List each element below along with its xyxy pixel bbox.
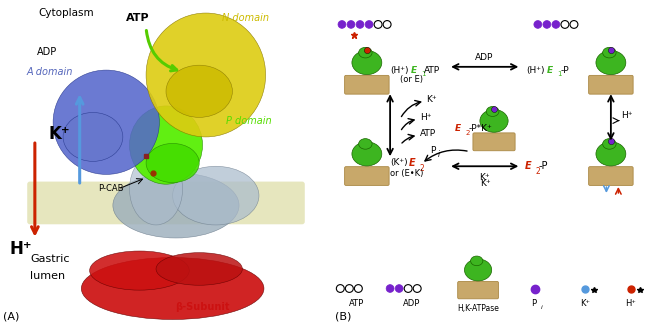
- Circle shape: [543, 21, 551, 28]
- FancyBboxPatch shape: [27, 182, 305, 224]
- Text: (H⁺): (H⁺): [390, 66, 408, 75]
- Text: ATP: ATP: [420, 129, 436, 138]
- Circle shape: [552, 21, 560, 28]
- Ellipse shape: [465, 259, 492, 281]
- Text: 2: 2: [465, 130, 469, 136]
- Text: β-Subunit: β-Subunit: [175, 302, 230, 312]
- Circle shape: [347, 21, 355, 28]
- Text: A domain: A domain: [27, 67, 73, 77]
- Text: -P: -P: [560, 66, 569, 75]
- Ellipse shape: [596, 51, 626, 75]
- Ellipse shape: [480, 110, 508, 132]
- Text: H⁺: H⁺: [625, 300, 636, 308]
- Text: ATP: ATP: [126, 13, 150, 23]
- Text: 1: 1: [557, 71, 562, 77]
- Text: E: E: [455, 124, 461, 133]
- Text: H⁺: H⁺: [420, 113, 432, 122]
- Text: 1: 1: [421, 71, 426, 77]
- Ellipse shape: [129, 153, 183, 225]
- FancyBboxPatch shape: [345, 75, 389, 94]
- Text: or (E•K): or (E•K): [390, 169, 424, 178]
- Ellipse shape: [603, 47, 616, 58]
- Ellipse shape: [596, 142, 626, 166]
- Ellipse shape: [486, 107, 499, 116]
- Text: (B): (B): [335, 311, 352, 321]
- Ellipse shape: [359, 139, 372, 149]
- Ellipse shape: [603, 139, 616, 149]
- Text: (K⁺): (K⁺): [390, 158, 408, 168]
- Text: ADP: ADP: [37, 47, 56, 57]
- Circle shape: [386, 285, 394, 292]
- Text: H⁺: H⁺: [621, 111, 632, 120]
- Circle shape: [395, 285, 403, 292]
- Text: i: i: [438, 150, 440, 159]
- Text: (A): (A): [3, 311, 20, 321]
- Text: Cytoplasm: Cytoplasm: [39, 8, 94, 18]
- Text: H,K-ATPase: H,K-ATPase: [457, 304, 499, 313]
- FancyBboxPatch shape: [457, 281, 499, 299]
- Ellipse shape: [173, 166, 259, 225]
- Text: N domain: N domain: [222, 13, 269, 23]
- Ellipse shape: [129, 106, 203, 184]
- Ellipse shape: [146, 143, 199, 183]
- Ellipse shape: [82, 258, 264, 319]
- Circle shape: [365, 21, 373, 28]
- Text: lumen: lumen: [30, 271, 65, 281]
- Text: P: P: [430, 146, 436, 155]
- Ellipse shape: [352, 51, 382, 75]
- Ellipse shape: [352, 142, 382, 166]
- Ellipse shape: [63, 112, 123, 161]
- Text: E: E: [525, 161, 531, 171]
- Text: P: P: [531, 300, 537, 308]
- FancyBboxPatch shape: [588, 167, 633, 185]
- Ellipse shape: [156, 253, 242, 285]
- Text: ATP: ATP: [424, 66, 440, 75]
- Ellipse shape: [53, 70, 159, 174]
- Text: 2: 2: [536, 167, 540, 176]
- Text: K⁺: K⁺: [48, 125, 70, 142]
- Text: 2: 2: [420, 164, 424, 173]
- Text: (H⁺): (H⁺): [527, 66, 544, 75]
- Text: ADP: ADP: [403, 300, 420, 308]
- Circle shape: [338, 21, 346, 28]
- Circle shape: [534, 21, 542, 28]
- Ellipse shape: [166, 65, 232, 117]
- Text: K⁺: K⁺: [479, 173, 489, 183]
- Text: E: E: [411, 66, 417, 75]
- Text: K⁺: K⁺: [580, 300, 590, 308]
- Ellipse shape: [146, 13, 266, 137]
- FancyBboxPatch shape: [473, 133, 515, 151]
- Circle shape: [356, 21, 364, 28]
- Ellipse shape: [471, 256, 483, 266]
- Text: ADP: ADP: [475, 53, 493, 62]
- Text: (or E): (or E): [400, 75, 423, 84]
- FancyBboxPatch shape: [588, 75, 633, 94]
- Text: P domain: P domain: [226, 116, 272, 126]
- Ellipse shape: [113, 173, 239, 238]
- Text: E: E: [547, 66, 553, 75]
- Text: Gastric: Gastric: [30, 254, 69, 264]
- Text: K⁺: K⁺: [480, 179, 491, 188]
- Text: K⁺: K⁺: [427, 95, 438, 104]
- FancyBboxPatch shape: [345, 167, 389, 185]
- Ellipse shape: [359, 47, 372, 58]
- Text: E: E: [408, 158, 415, 168]
- Text: i: i: [540, 305, 542, 310]
- Ellipse shape: [90, 251, 189, 290]
- Text: ATP: ATP: [349, 300, 365, 308]
- Text: H⁺: H⁺: [10, 240, 33, 258]
- Text: -P*K⁺: -P*K⁺: [468, 124, 492, 133]
- Text: -P: -P: [539, 161, 548, 171]
- Text: P-CAB: P-CAB: [98, 184, 124, 193]
